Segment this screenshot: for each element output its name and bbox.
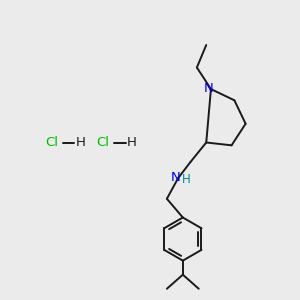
Text: N: N xyxy=(170,171,180,184)
Text: H: H xyxy=(127,136,137,149)
Text: N: N xyxy=(203,82,213,94)
Text: H: H xyxy=(76,136,85,149)
Text: Cl: Cl xyxy=(97,136,110,149)
Text: H: H xyxy=(182,172,191,186)
Text: Cl: Cl xyxy=(45,136,58,149)
